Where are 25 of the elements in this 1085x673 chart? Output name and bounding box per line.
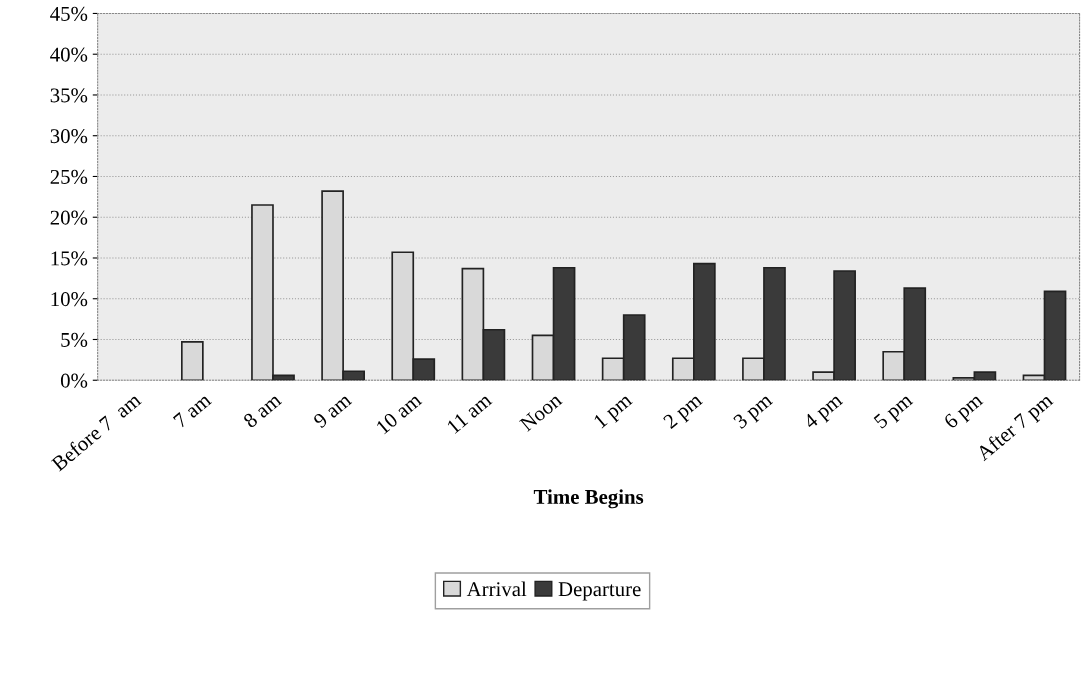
x-tick-label: 7 am xyxy=(172,392,213,429)
legend-label: Arrival xyxy=(466,581,527,597)
x-tick-label: 5 pm xyxy=(873,392,917,433)
y-tick-label: 45% xyxy=(50,6,88,21)
x-tick-label: 1 pm xyxy=(593,392,636,432)
bar xyxy=(180,341,204,381)
x-tick-label: 8 am xyxy=(242,392,283,429)
x-tick-label: 11 am xyxy=(446,392,493,435)
y-tick-label: 35% xyxy=(50,88,88,103)
y-tick-label: 40% xyxy=(50,47,88,62)
y-tick-label: 10% xyxy=(51,292,88,307)
x-axis-title: Time Begins xyxy=(533,489,644,509)
y-tick-label: 20% xyxy=(50,210,88,225)
y-tick-label: 5% xyxy=(61,332,88,347)
legend-label: Departure xyxy=(558,582,641,601)
y-tick-label: 25% xyxy=(50,169,88,184)
x-tick-label: 4 pm xyxy=(802,392,846,433)
y-tick-label: 15% xyxy=(51,251,88,266)
x-tick-label: 6 pm xyxy=(943,392,987,433)
x-tick-label: 2 pm xyxy=(662,392,706,433)
x-tick-label: 9 am xyxy=(312,392,353,429)
x-tick-label: 3 pm xyxy=(732,392,776,433)
x-tick-label: 10 am xyxy=(375,392,423,435)
y-tick-label: 30% xyxy=(50,129,88,144)
y-tick-label: 0% xyxy=(60,373,88,388)
